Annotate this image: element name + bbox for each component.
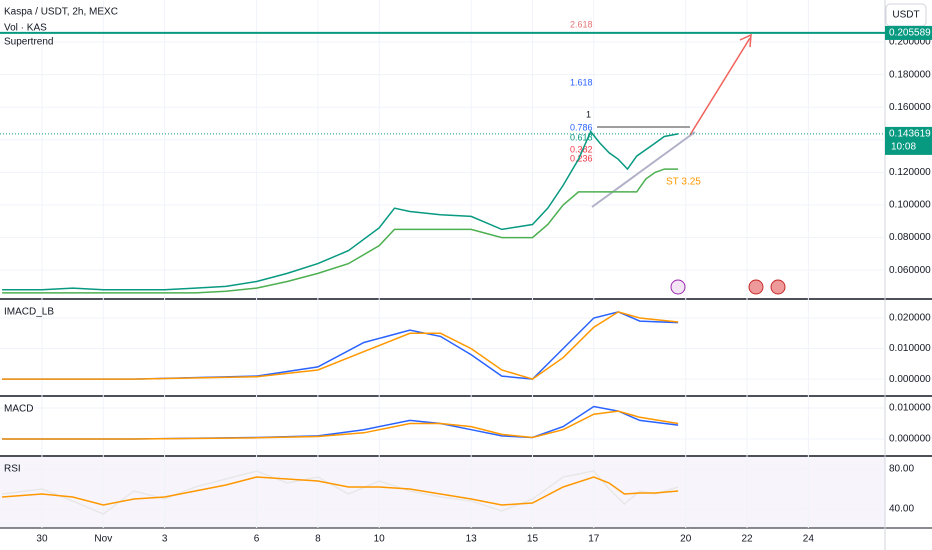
x-tick-label: 8: [315, 534, 321, 545]
trend-line: [591, 131, 696, 208]
series-line: [2, 130, 679, 291]
price-tag: [885, 25, 932, 40]
y-tick-label: 0.000000: [889, 434, 931, 445]
series-line: [2, 311, 679, 380]
y-tick-label: 0.000000: [889, 374, 931, 385]
fib-label: 0.618: [570, 132, 593, 142]
volume-label: Vol · KAS: [4, 23, 47, 34]
y-tick-label: 0.010000: [889, 403, 931, 414]
x-tick-label: 15: [527, 534, 539, 545]
x-tick-label: 20: [680, 534, 692, 545]
y-tick-label: 0.020000: [889, 313, 931, 324]
y-tick-label: 0.080000: [889, 232, 931, 243]
y-tick-label: 0.180000: [889, 69, 931, 80]
series-line: [2, 476, 679, 506]
y-tick-label: 0.100000: [889, 200, 931, 211]
symbol-title: Kaspa / USDT, 2h, MEXC: [4, 7, 118, 18]
fib-label: 0.236: [570, 153, 593, 163]
arrow-head: [739, 33, 752, 48]
pane-title: IMACD_LB: [4, 307, 54, 318]
y-tick-label: 0.060000: [889, 265, 931, 276]
x-tick-label: 30: [36, 534, 48, 545]
event-icon[interactable]: [670, 279, 686, 295]
supertrend-label: ST 3.25: [666, 177, 701, 188]
x-tick-label: 22: [741, 534, 753, 545]
pane-title: MACD: [4, 404, 33, 415]
y-tick-label: 0.200000: [889, 37, 931, 48]
y-tick-label: 40.00: [889, 504, 914, 515]
y-tick-label: 80.00: [889, 464, 914, 475]
price-tag: [885, 126, 932, 155]
series-line: [2, 311, 679, 380]
x-tick-label: 6: [254, 534, 260, 545]
projection-arrow: [689, 37, 751, 136]
x-tick-label: 3: [162, 534, 168, 545]
currency-button-label[interactable]: USDT: [892, 10, 919, 21]
fib-label: 0.382: [570, 144, 593, 154]
event-icon[interactable]: [748, 279, 764, 295]
pane-title: RSI: [4, 464, 21, 475]
series-line: [2, 470, 679, 515]
indicator-label: Supertrend: [4, 37, 53, 48]
price-tag-label: 0.143619: [889, 129, 931, 140]
x-tick-label: 10: [374, 534, 386, 545]
y-tick-label: 0.160000: [889, 102, 931, 113]
fib-label: 0.786: [570, 122, 593, 132]
fib-label: 1: [586, 109, 591, 119]
y-tick-label: 0.120000: [889, 167, 931, 178]
x-tick-label: 24: [803, 534, 815, 545]
fib-label: 2.618: [570, 19, 593, 29]
price-tag-label: 0.205589: [889, 28, 931, 39]
x-tick-label: Nov: [94, 534, 112, 545]
x-tick-label: 17: [588, 534, 600, 545]
fib-label: 1.618: [570, 77, 593, 87]
countdown: 10:08: [891, 142, 916, 153]
series-line: [2, 168, 679, 294]
y-tick-label: 0.010000: [889, 343, 931, 354]
series-line: [2, 410, 679, 440]
panes: [0, 0, 885, 528]
x-tick-label: 13: [466, 534, 478, 545]
event-icon[interactable]: [770, 279, 786, 295]
